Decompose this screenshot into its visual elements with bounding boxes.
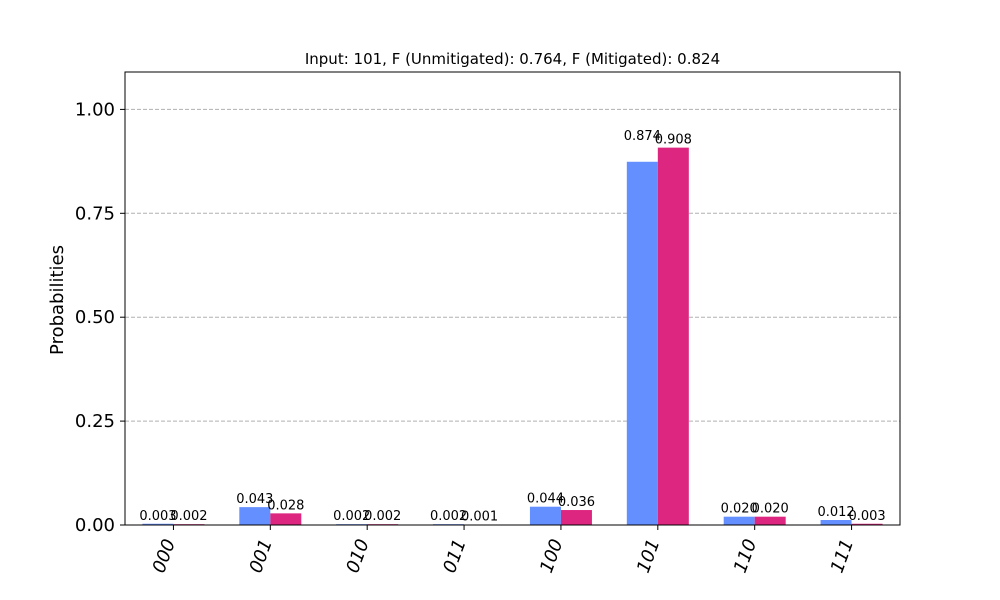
x-tick-label: 100	[536, 536, 567, 575]
x-tick-label: 000	[149, 536, 180, 575]
data-label: 0.012	[817, 505, 854, 520]
x-tick-label: 010	[342, 536, 373, 575]
data-label: 0.036	[558, 495, 595, 510]
y-tick-label: 0.75	[75, 203, 115, 224]
bar	[529, 506, 561, 525]
bar	[754, 516, 786, 525]
x-tick-label: 101	[633, 536, 664, 575]
y-axis-label: Probabilities	[47, 245, 68, 355]
bar	[270, 513, 302, 525]
data-label: 0.002	[333, 509, 370, 524]
data-label: 0.003	[848, 509, 885, 524]
grid-lines	[125, 108, 900, 422]
data-label: 0.001	[461, 510, 498, 525]
data-label: 0.002	[364, 509, 401, 524]
bar	[851, 523, 883, 525]
bars	[142, 147, 883, 526]
x-tick-label: 110	[730, 536, 761, 575]
data-label: 0.002	[430, 509, 467, 524]
y-axis-ticks: 0.00 0.25 0.50 0.75 1.00	[75, 99, 125, 536]
bar	[560, 510, 592, 525]
y-tick-label: 0.50	[75, 307, 115, 328]
bar	[723, 516, 755, 525]
bar	[657, 147, 689, 525]
data-label: 0.874	[624, 129, 661, 144]
bar	[626, 161, 658, 526]
x-tick-label: 111	[827, 536, 858, 575]
data-label: 0.002	[170, 509, 207, 524]
y-tick-label: 1.00	[75, 99, 115, 120]
data-label: 0.044	[527, 492, 564, 507]
data-label: 0.908	[655, 133, 692, 148]
plot-frame	[124, 71, 901, 526]
bar	[239, 507, 271, 525]
data-label: 0.020	[752, 502, 789, 517]
x-tick-label: 011	[439, 536, 470, 575]
data-label: 0.003	[139, 509, 176, 524]
bar	[820, 520, 852, 525]
data-label: 0.028	[267, 498, 304, 513]
x-axis-ticks: 000 001 010 011 100 101 110 111	[149, 525, 858, 576]
data-label: 0.043	[236, 492, 273, 507]
chart-title: Input: 101, F (Unmitigated): 0.764, F (M…	[305, 50, 720, 68]
bar	[142, 523, 174, 525]
y-tick-label: 0.00	[75, 515, 115, 536]
x-tick-label: 001	[245, 536, 276, 575]
data-label: 0.020	[721, 502, 758, 517]
y-tick-label: 0.25	[75, 411, 115, 432]
